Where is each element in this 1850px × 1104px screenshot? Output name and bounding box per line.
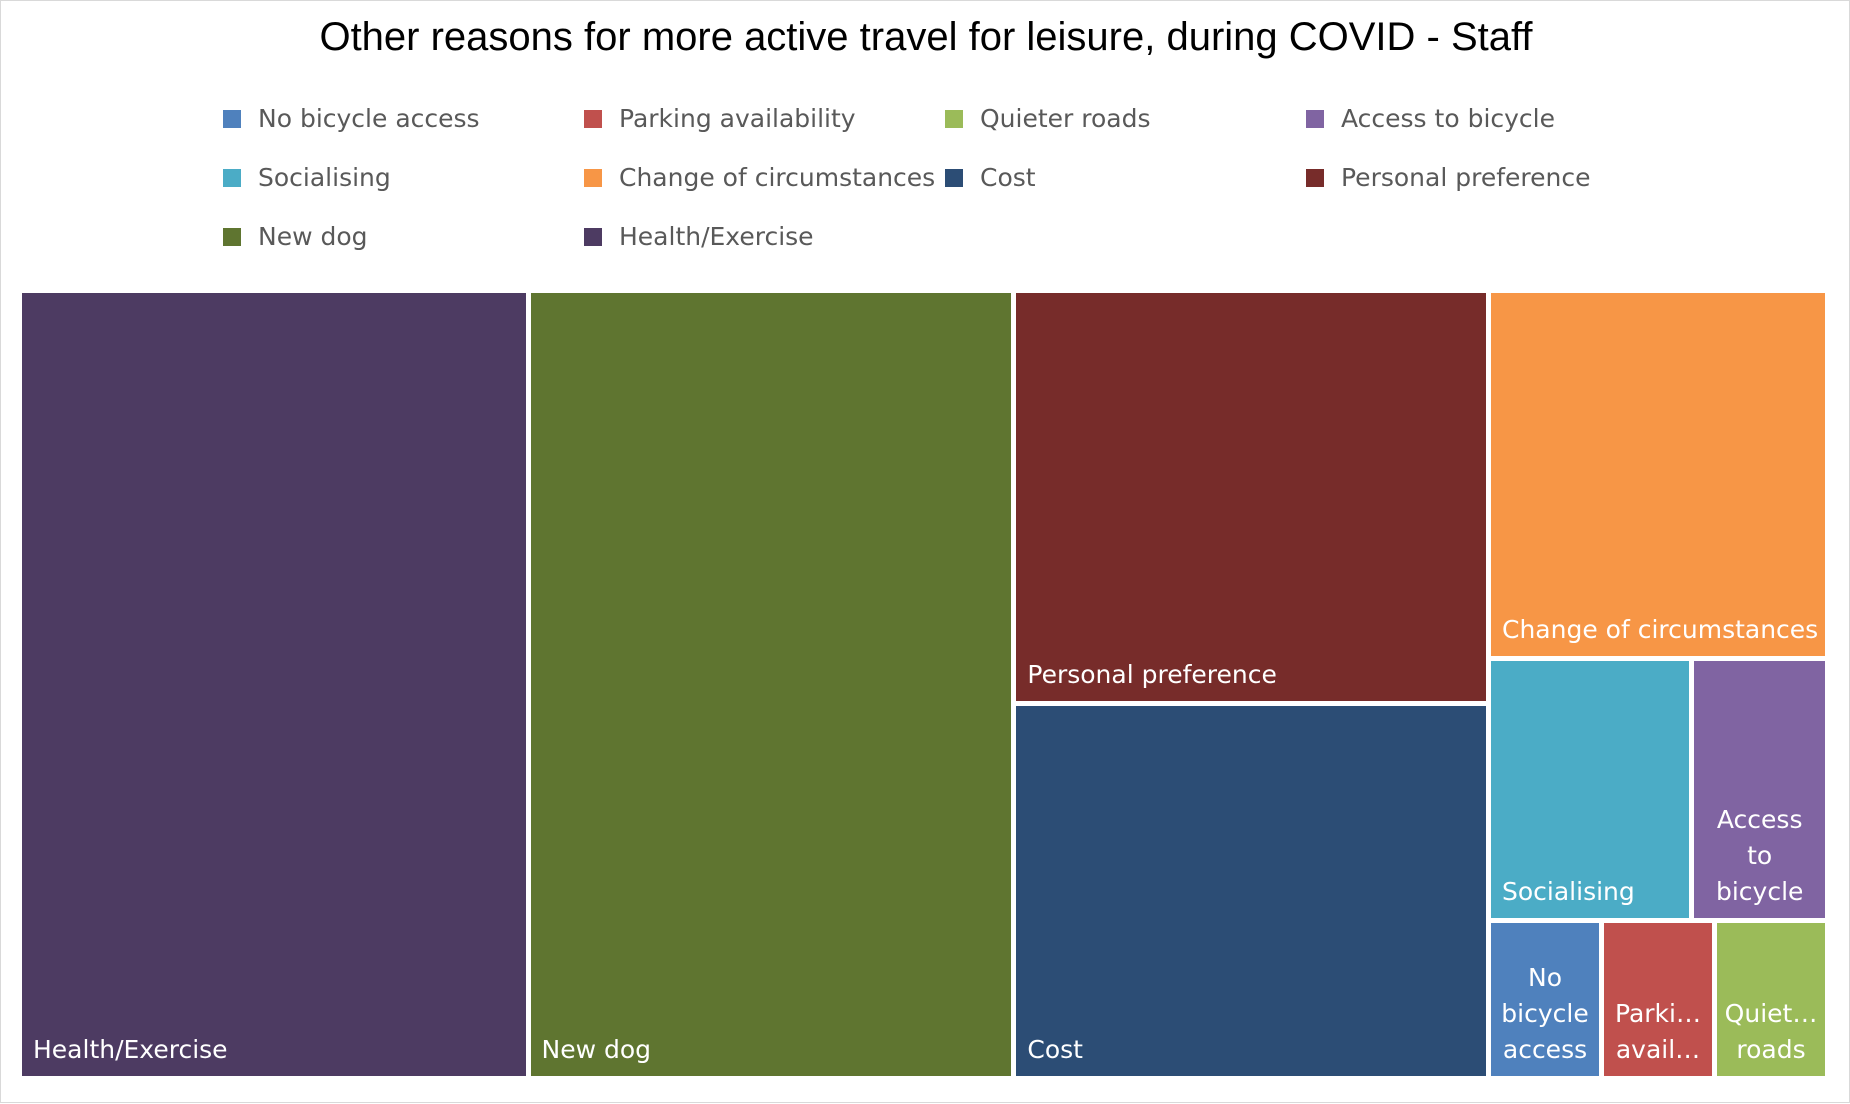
tile-label: Parki… avail… [1615, 998, 1701, 1064]
treemap-tile: New dog [530, 293, 1012, 1076]
legend-item: Quieter roads [945, 104, 1151, 133]
legend-label: Access to bicycle [1341, 104, 1556, 133]
treemap-tile: Cost [1016, 705, 1486, 1076]
legend-item: New dog [223, 222, 368, 251]
legend-label: Quieter roads [980, 104, 1151, 133]
legend-item: Change of circumstances [584, 163, 935, 192]
legend-swatch [223, 227, 241, 246]
legend-swatch [223, 109, 241, 128]
tile-label: No bicycle access [1501, 962, 1589, 1064]
legend-swatch [584, 109, 602, 128]
chart-title: Other reasons for more active travel for… [319, 15, 1533, 59]
treemap-tile: Personal preference [1016, 293, 1486, 701]
treemap-tile: Change of circumstances [1491, 293, 1825, 656]
tile-label: Cost [1027, 1034, 1083, 1064]
legend-swatch [945, 109, 963, 128]
treemap-tile: No bicycle access [1491, 923, 1599, 1076]
tile-label: Health/Exercise [33, 1035, 228, 1064]
tile-label: Quiet… roads [1724, 998, 1818, 1064]
legend-item: Socialising [223, 163, 391, 192]
legend-label: New dog [258, 222, 368, 251]
legend: No bicycle access Parking availability Qui… [1, 1, 1850, 271]
legend-swatch [1306, 168, 1324, 187]
tile-label: Access to bicycle [1715, 805, 1804, 907]
legend-label: Socialising [258, 163, 391, 192]
legend-swatch [945, 168, 963, 187]
tile-label: Socialising [1502, 877, 1635, 907]
legend-label: Cost [980, 163, 1036, 192]
legend-swatch [1306, 109, 1324, 128]
legend-label: Health/Exercise [619, 222, 814, 251]
legend-item: Health/Exercise [584, 222, 814, 251]
tile-label: New dog [541, 1035, 652, 1064]
legend-swatch [584, 227, 602, 246]
tile-label: Change of circumstances [1502, 614, 1819, 644]
legend-label: Change of circumstances [619, 163, 936, 192]
legend-label: Personal preference [1341, 163, 1591, 192]
legend-swatch [584, 168, 602, 187]
legend-item: Personal preference [1306, 163, 1590, 192]
legend-label: No bicycle access [258, 104, 480, 133]
treemap-tile: Parki… avail… [1604, 923, 1712, 1076]
treemap-tile: Quiet… roads [1717, 923, 1825, 1076]
legend-label: Parking availability [619, 104, 856, 133]
tile-label: Personal preference [1027, 659, 1277, 689]
treemap-tile: Access to bicycle [1694, 660, 1825, 919]
legend-item: No bicycle access [223, 104, 480, 133]
legend-item: Access to bicycle [1306, 104, 1555, 133]
legend-item: Cost [945, 163, 1036, 192]
legend-item: Parking availability [584, 104, 856, 133]
treemap-tile: Health/Exercise [22, 293, 526, 1076]
treemap-tile: Socialising [1491, 660, 1690, 919]
legend-swatch [223, 168, 241, 187]
